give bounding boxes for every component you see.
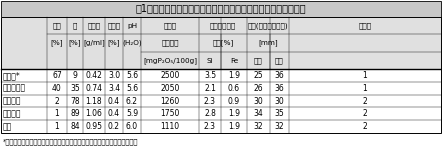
Bar	[1, 1, 441, 17]
Text: 可溶[%]: 可溶[%]	[212, 40, 234, 46]
Text: 1: 1	[362, 71, 367, 80]
Text: 26: 26	[254, 84, 263, 93]
Text: 0.95: 0.95	[85, 122, 103, 131]
Text: 3.0: 3.0	[108, 71, 120, 80]
Text: 78: 78	[70, 97, 80, 106]
Text: 6.0: 6.0	[126, 122, 138, 131]
Text: 40: 40	[52, 84, 62, 93]
Text: 全炭素: 全炭素	[107, 22, 121, 29]
Text: 0.2: 0.2	[108, 122, 120, 131]
Text: 67: 67	[52, 71, 62, 80]
Text: 2: 2	[362, 122, 367, 131]
Text: 2.8: 2.8	[204, 109, 216, 118]
Text: 1750: 1750	[160, 109, 180, 118]
Text: 1: 1	[55, 109, 59, 118]
Text: リン酸: リン酸	[164, 22, 176, 29]
Text: 32: 32	[254, 122, 263, 131]
Text: pH: pH	[127, 23, 137, 29]
Text: ニガ土*: ニガ土*	[3, 71, 21, 80]
Text: 1110: 1110	[160, 122, 179, 131]
Text: 1.06: 1.06	[86, 109, 103, 118]
Text: 1.9: 1.9	[228, 122, 240, 131]
Text: 生土: 生土	[254, 57, 263, 64]
Text: 砂: 砂	[73, 22, 77, 29]
Text: Si: Si	[207, 57, 213, 63]
Text: 1: 1	[362, 84, 367, 93]
Text: 2.3: 2.3	[204, 122, 216, 131]
Bar	[1, 17, 441, 133]
Text: 硬度(山中式硬度計): 硬度(山中式硬度計)	[248, 22, 288, 29]
Text: 84: 84	[70, 122, 80, 131]
Text: 30: 30	[254, 97, 263, 106]
Text: [mm]: [mm]	[258, 40, 278, 46]
Text: 酸性シュ酸塩: 酸性シュ酸塩	[210, 22, 236, 29]
Text: 2.1: 2.1	[204, 84, 216, 93]
Text: 2.3: 2.3	[204, 97, 216, 106]
Text: 0.9: 0.9	[228, 97, 240, 106]
Text: 5.6: 5.6	[126, 71, 138, 80]
Text: 2050: 2050	[160, 84, 180, 93]
Text: 吸収係数: 吸収係数	[161, 40, 179, 46]
Text: 5.6: 5.6	[126, 84, 138, 93]
Text: 6.2: 6.2	[126, 97, 138, 106]
Text: 89: 89	[70, 109, 80, 118]
Text: Fe: Fe	[230, 57, 238, 63]
Text: [%]: [%]	[69, 40, 81, 46]
Text: 2: 2	[362, 97, 367, 106]
Bar	[1, 17, 441, 69]
Text: かしの実層: かしの実層	[3, 84, 26, 93]
Text: 2500: 2500	[160, 71, 180, 80]
Text: [%]: [%]	[108, 40, 120, 46]
Text: 34: 34	[254, 109, 263, 118]
Text: 3.5: 3.5	[204, 71, 216, 80]
Text: コウ: コウ	[3, 122, 12, 131]
Text: 0.42: 0.42	[86, 71, 103, 80]
Text: 35: 35	[274, 109, 284, 118]
Text: 0.74: 0.74	[85, 84, 103, 93]
Text: 2: 2	[362, 109, 367, 118]
Text: 粘土: 粘土	[53, 22, 61, 29]
Text: 仮比重: 仮比重	[88, 22, 101, 29]
Text: 35: 35	[70, 84, 80, 93]
Text: 1.9: 1.9	[228, 71, 240, 80]
Text: 25: 25	[254, 71, 263, 80]
Text: 2: 2	[55, 97, 59, 106]
Text: 3.4: 3.4	[108, 84, 120, 93]
Text: 風乾: 風乾	[275, 57, 284, 64]
Text: 1.9: 1.9	[228, 109, 240, 118]
Text: [mgP₂O₅/100g]: [mgP₂O₅/100g]	[143, 57, 197, 64]
Text: 0.4: 0.4	[108, 109, 120, 118]
Text: 1260: 1260	[160, 97, 179, 106]
Text: 0.6: 0.6	[228, 84, 240, 93]
Text: 36: 36	[274, 71, 284, 80]
Text: 花卆礼層: 花卆礼層	[3, 97, 22, 106]
Text: 32: 32	[274, 122, 284, 131]
Text: 9: 9	[72, 71, 77, 80]
Text: タイプ: タイプ	[358, 22, 372, 29]
Text: 表1　九州の火山灰土壌に見られる硬盤層の理化学性および硬度: 表1 九州の火山灰土壌に見られる硬盤層の理化学性および硬度	[136, 3, 306, 14]
Text: *ニガ土は層によって确さが異なる。次には最も堅い層のデータを示した。: *ニガ土は層によって确さが異なる。次には最も堅い層のデータを示した。	[3, 138, 138, 145]
Text: バンバン: バンバン	[3, 109, 22, 118]
Text: 1: 1	[55, 122, 59, 131]
Text: [%]: [%]	[51, 40, 63, 46]
Text: 1.18: 1.18	[86, 97, 102, 106]
Text: 5.9: 5.9	[126, 109, 138, 118]
Text: 36: 36	[274, 84, 284, 93]
Text: 0.4: 0.4	[108, 97, 120, 106]
Text: [g/ml]: [g/ml]	[83, 40, 105, 46]
Text: 30: 30	[274, 97, 284, 106]
Text: (H₂O): (H₂O)	[122, 40, 142, 46]
